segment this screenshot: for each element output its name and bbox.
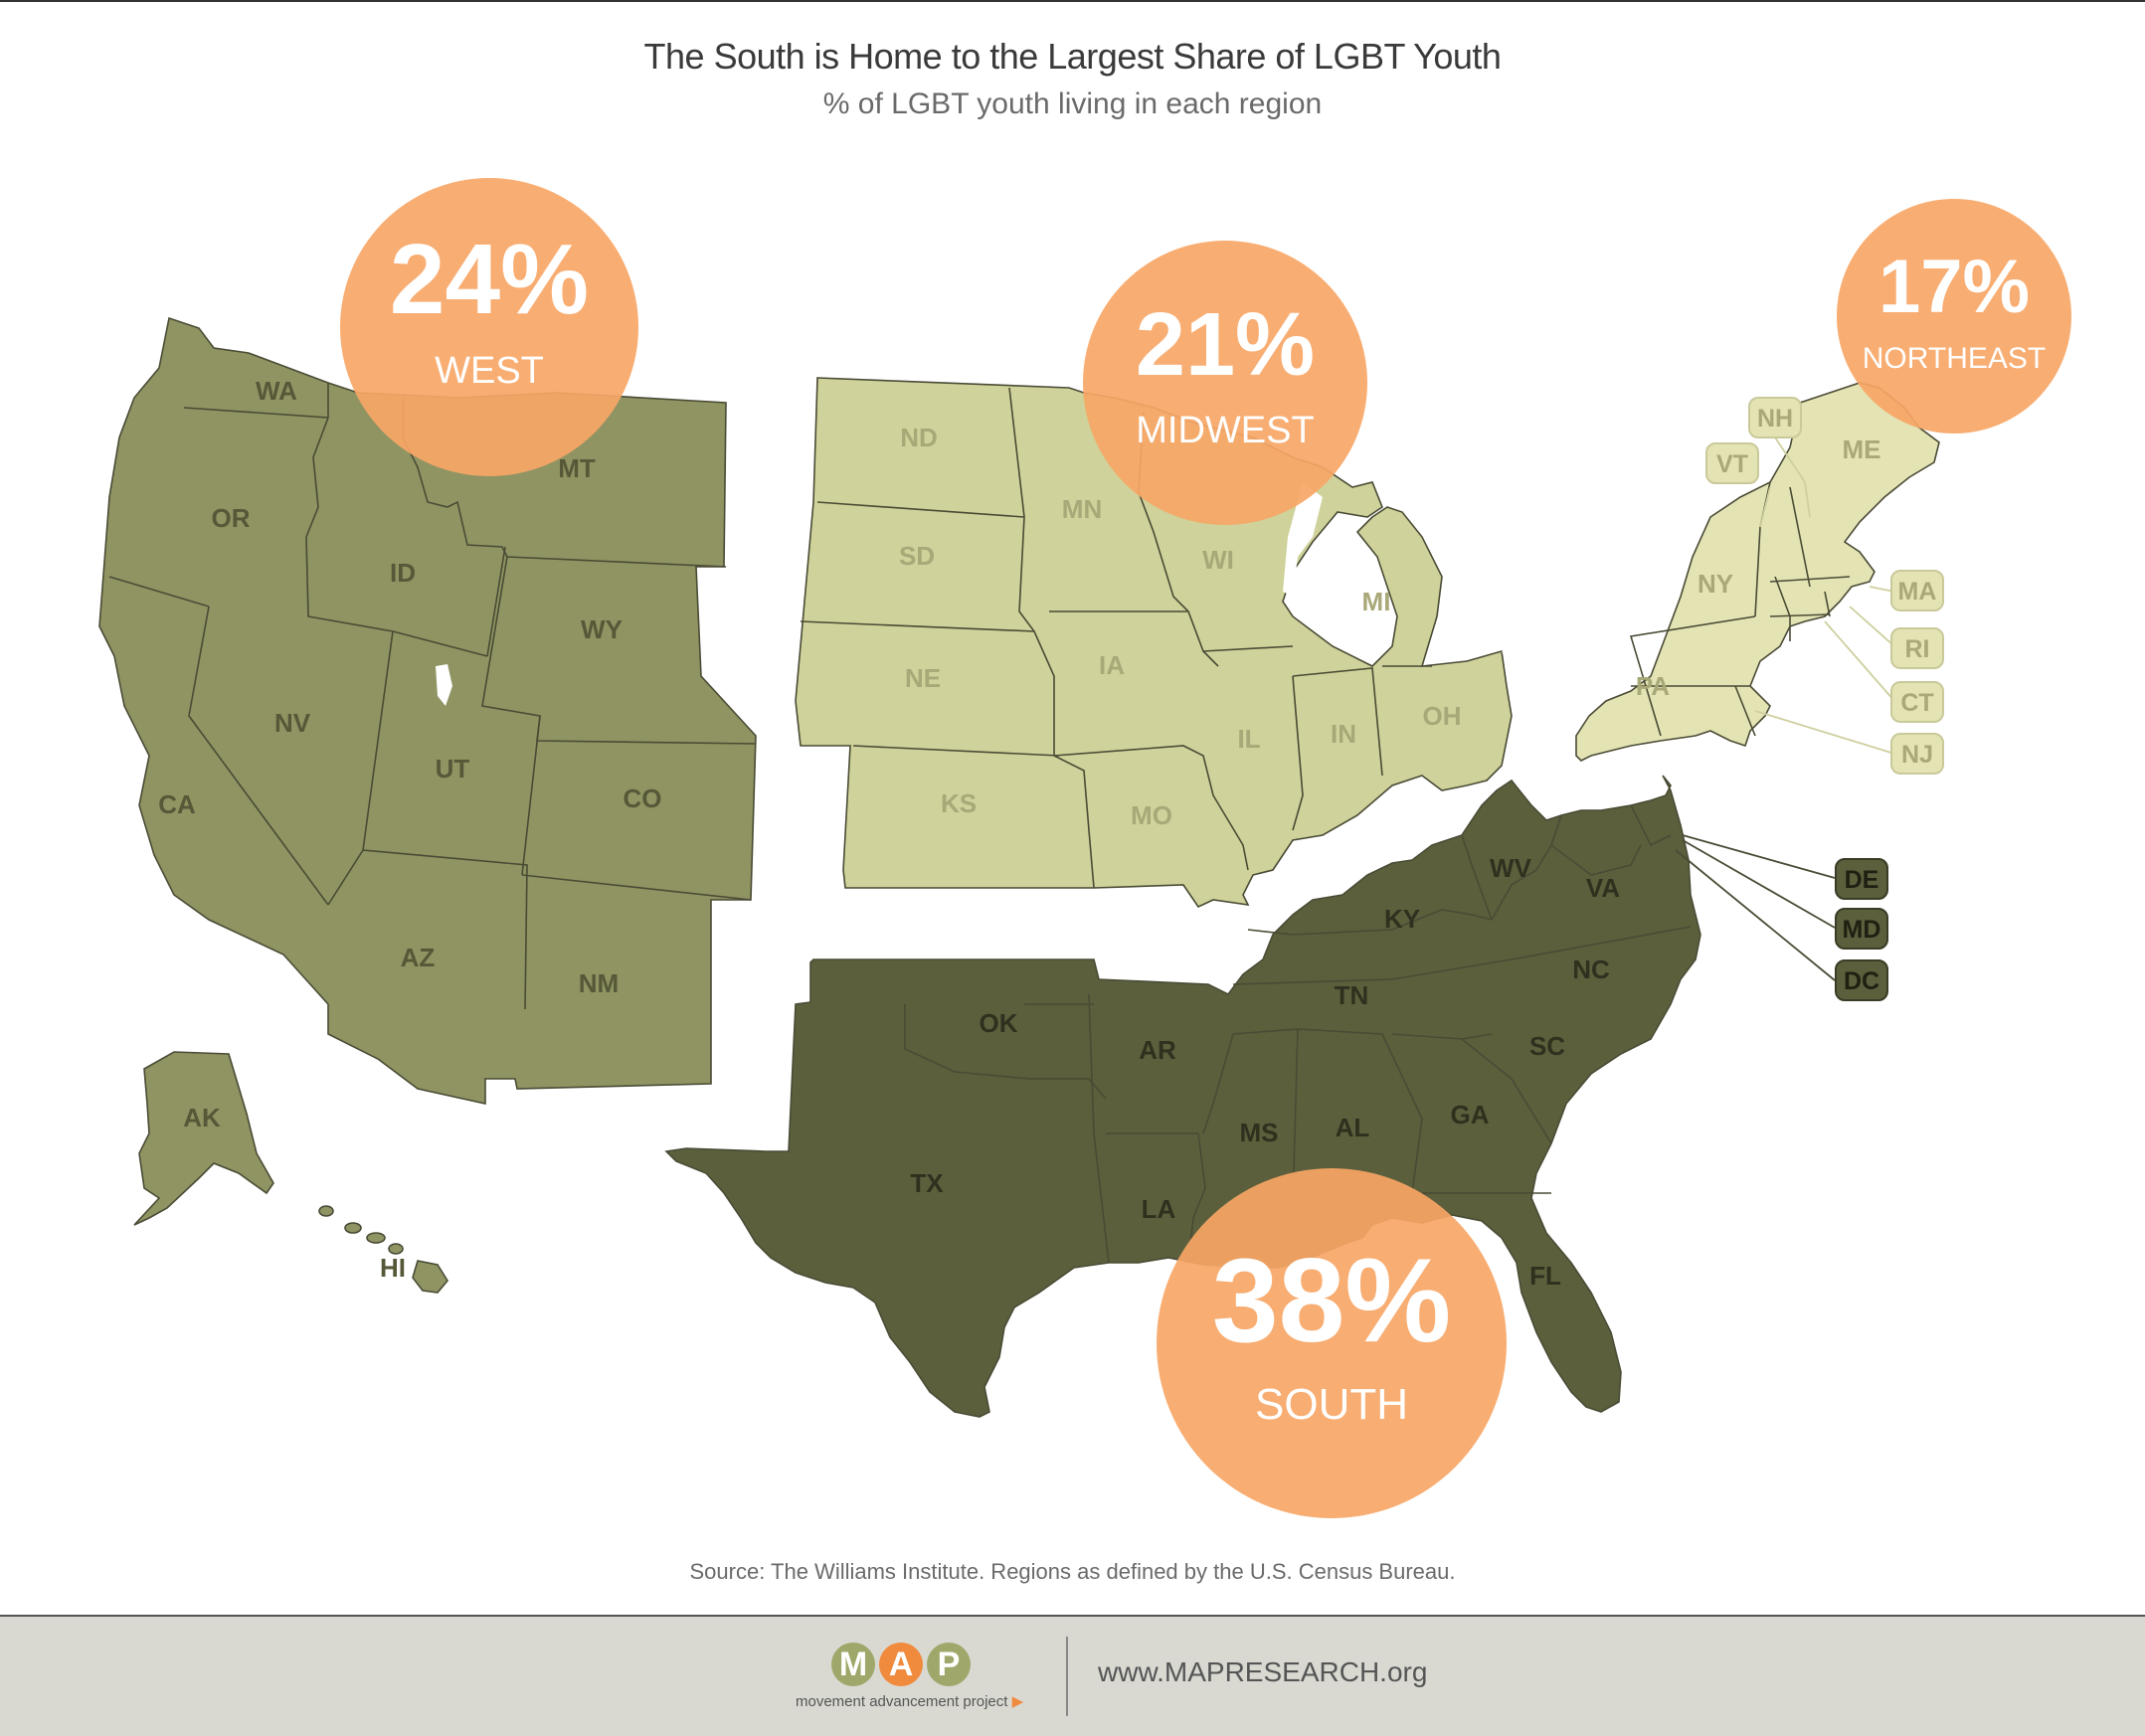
state-label-ms: MS [1240,1118,1279,1147]
footer-bar: M A P movement advancement project ▶ www… [0,1615,2145,1736]
page-title: The South is Home to the Largest Share o… [643,36,1502,77]
page-subtitle: % of LGBT youth living in each region [822,87,1323,120]
logo-letter-m: M [831,1643,875,1686]
play-icon: ▶ [1011,1693,1024,1710]
state-callout-box-nj [1890,733,1944,775]
website-link[interactable]: www.MAPRESEARCH.org [1098,1656,1428,1687]
bubble-label-west: WEST [435,350,544,392]
hawaii-shape [318,1205,448,1294]
state-label-mn: MN [1062,494,1102,524]
state-label-il: IL [1237,724,1260,754]
state-label-nv: NV [274,708,311,738]
state-label-ia: IA [1099,650,1125,680]
region-shapes [98,316,1940,1418]
region-midwest-shape [795,377,1513,909]
bubble-northeast [1837,199,2071,434]
logo-tagline-text: movement advancement project [796,1693,1008,1710]
bubble-label-midwest: MIDWEST [1136,410,1314,451]
state-callout-box-ma [1890,570,1944,611]
callout-lines [1675,834,1836,981]
region-bubbles: 24% WEST 21% MIDWEST 17% NORTHEAST 38% SOUTH [340,178,2071,1518]
bubble-value-west: 24% [390,224,589,335]
map-logo: M A P movement advancement project ▶ [796,1643,1030,1722]
us-region-map: WA OR CA ID MT WY NV UT CO AZ NM AK HI ND SD NE KS MN IA MO… [98,178,2071,1518]
bubble-label-south: SOUTH [1255,1380,1408,1429]
region-south-shape [664,775,1701,1418]
state-callout-box-vt [1705,442,1759,484]
state-label-ky: KY [1384,904,1420,934]
state-label-nh: NH [1757,405,1793,433]
bubble-west [340,178,638,476]
state-label-mi: MI [1362,587,1391,616]
state-label-sc: SC [1529,1031,1565,1061]
state-label-ct: CT [1900,689,1933,717]
ne-callout-lines [1754,436,1895,755]
state-label-ne: NE [905,663,941,693]
state-label-ga: GA [1451,1100,1490,1129]
state-label-wi: WI [1202,545,1234,575]
state-label-hi: HI [380,1253,406,1283]
footer-divider [1066,1637,1068,1716]
logo-tagline: movement advancement project ▶ [796,1692,1054,1710]
state-label-oh: OH [1423,701,1462,731]
state-label-nd: ND [900,423,938,452]
alaska-shape [133,1051,274,1226]
bubble-south [1157,1168,1507,1518]
bubble-value-northeast: 17% [1878,245,2030,329]
state-label-ar: AR [1139,1035,1176,1065]
state-label-tx: TX [910,1168,944,1198]
state-label-mo: MO [1131,800,1172,830]
state-callout-box-nh [1748,397,1802,438]
state-label-dc: DC [1844,967,1879,995]
state-label-tn: TN [1335,980,1369,1010]
state-label-nc: NC [1572,955,1610,984]
top-rule [0,0,2145,2]
state-label-wv: WV [1490,853,1532,883]
state-callout-box-ri [1890,627,1944,669]
bubble-midwest [1083,241,1367,525]
state-label-me: ME [1843,434,1881,464]
state-label-ok: OK [980,1008,1018,1038]
state-label-pa: PA [1636,671,1670,701]
state-label-nj: NJ [1901,741,1933,769]
bubble-label-northeast: NORTHEAST [1863,342,2046,375]
state-label-al: AL [1336,1113,1370,1142]
bubble-value-south: 38% [1212,1234,1451,1367]
state-label-ca: CA [158,789,196,819]
state-label-ak: AK [183,1103,221,1132]
logo-letter-p: P [927,1643,971,1686]
state-label-ut: UT [436,754,470,783]
state-label-va: VA [1586,873,1620,903]
logo-letter-a: A [879,1643,923,1686]
state-label-la: LA [1142,1194,1176,1224]
state-label-de: DE [1845,866,1879,894]
state-label-mt: MT [558,453,596,483]
state-label-or: OR [212,503,251,533]
state-callout-box-md [1835,908,1888,950]
bubble-value-midwest: 21% [1136,295,1315,395]
state-label-sd: SD [899,541,935,571]
state-label-ny: NY [1698,569,1733,599]
state-callout-box-de [1835,858,1888,900]
state-label-ma: MA [1898,578,1937,606]
state-label-fl: FL [1529,1261,1561,1291]
state-callout-box-ct [1890,681,1944,723]
source-note: Source: The Williams Institute. Regions … [689,1559,1456,1584]
state-label-nm: NM [579,968,619,998]
state-callout-box-dc [1835,959,1888,1001]
state-borders [108,383,1851,1264]
state-label-ks: KS [941,788,977,818]
state-label-md: MD [1843,916,1881,944]
state-label-id: ID [390,558,416,588]
state-label-ri: RI [1905,635,1930,663]
state-labels: WA OR CA ID MT WY NV UT CO AZ NM AK HI ND SD NE KS MN IA MO… [158,376,1944,1291]
state-label-co: CO [624,783,662,813]
state-label-wa: WA [256,376,297,406]
state-label-in: IN [1331,719,1356,749]
great-lakes [436,482,1631,706]
state-label-az: AZ [401,943,436,972]
state-label-wy: WY [581,614,623,644]
state-label-vt: VT [1716,450,1748,478]
